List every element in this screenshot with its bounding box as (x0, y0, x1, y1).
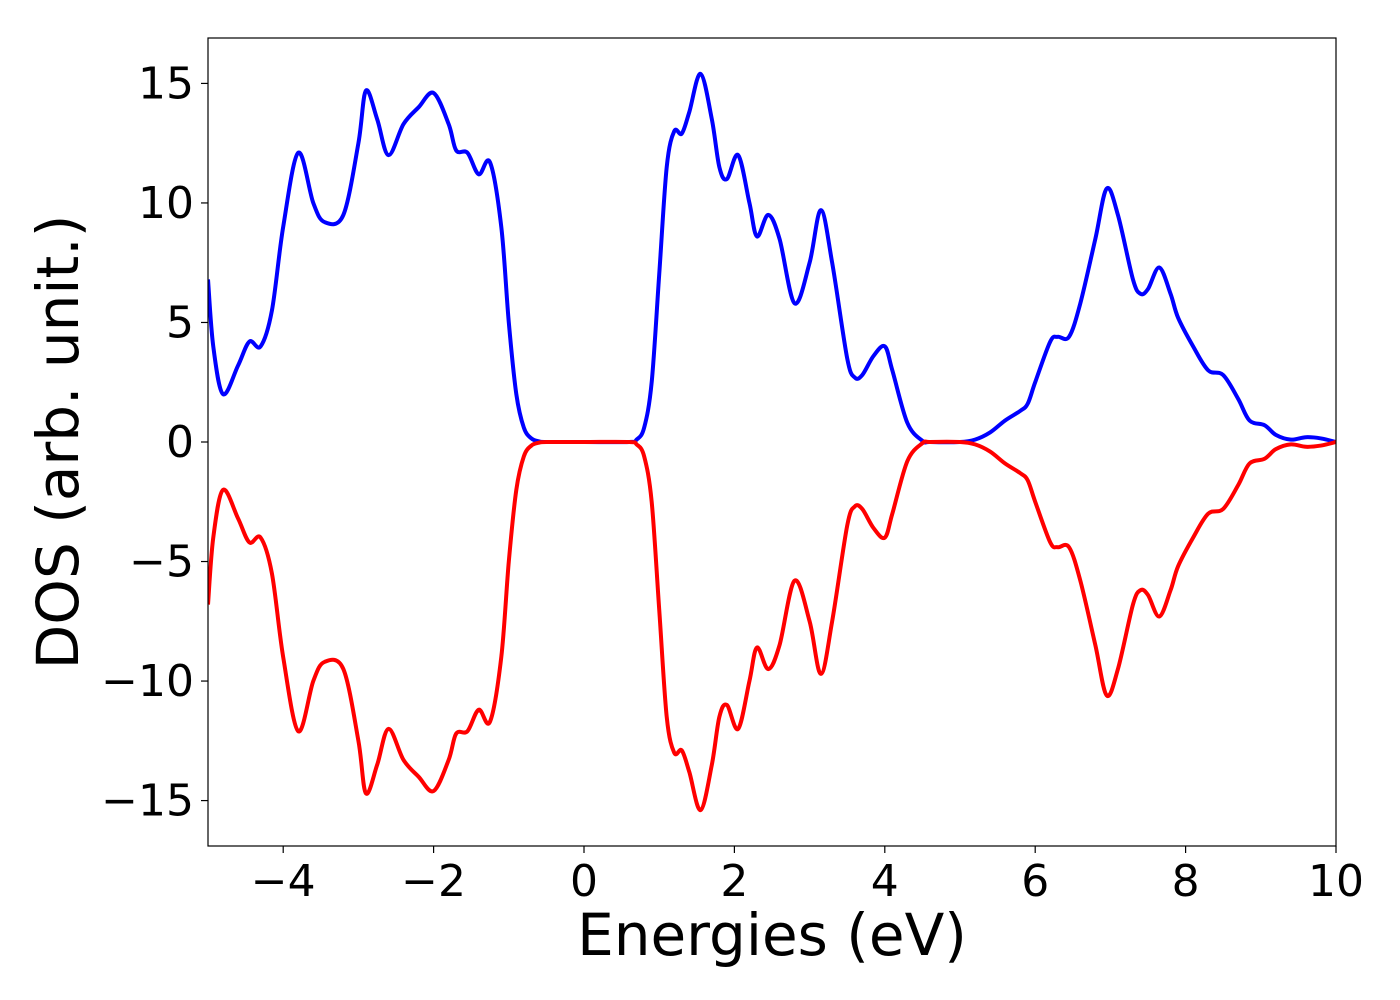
x-axis-label: Energies (eV) (577, 901, 967, 969)
y-tick-label: 0 (166, 417, 194, 468)
y-tick-label: −10 (101, 656, 194, 707)
plot-lines (208, 71, 1336, 813)
x-tick-label: 8 (1172, 856, 1200, 907)
x-tick-label: 6 (1021, 856, 1049, 907)
x-tick-label: 2 (720, 856, 748, 907)
x-tick-label: −4 (251, 856, 316, 907)
x-tick-label: 0 (570, 856, 598, 907)
dos-line (208, 439, 1336, 813)
x-tick-label: 10 (1308, 856, 1364, 907)
y-tick-label: 15 (138, 58, 194, 109)
y-axis-label: DOS (arb. unit.) (24, 215, 92, 670)
y-tick-label: 5 (166, 297, 194, 348)
y-tick-label: 10 (138, 178, 194, 229)
x-tick-label: −2 (401, 856, 466, 907)
y-tick-label: −5 (129, 537, 194, 588)
y-tick-label: −15 (101, 776, 194, 827)
x-tick-label: 4 (871, 856, 899, 907)
dos-line (208, 71, 1336, 445)
